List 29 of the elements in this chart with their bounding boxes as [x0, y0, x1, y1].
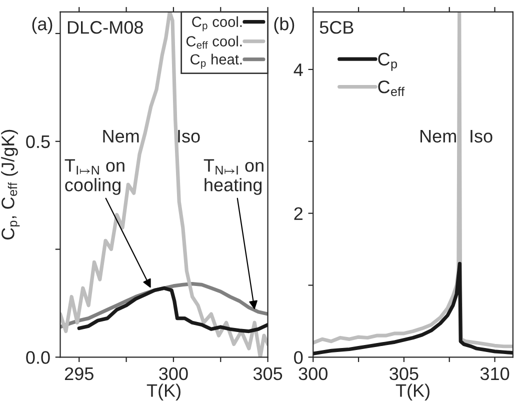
- annotation: Iso: [470, 130, 492, 143]
- y-tick-label: 4: [294, 64, 303, 76]
- x-axis-title: T(K): [146, 384, 180, 401]
- legend-label: C$_{eff}$: [378, 80, 405, 96]
- text: (a): [32, 17, 52, 34]
- legend-label: C$_{p}$ cool.: [192, 16, 242, 32]
- x-tick-label: 310: [480, 367, 510, 380]
- annotation: T$_{N↦I}$ on heating: [204, 159, 264, 195]
- x-tick-label: 295: [64, 367, 94, 380]
- annotation: Nem: [103, 130, 139, 143]
- annotation: Iso: [178, 130, 200, 143]
- y-tick-label: 0: [294, 351, 303, 364]
- x-tick-label: 300: [298, 367, 328, 380]
- y-tick-label: 0.5: [26, 135, 50, 148]
- legend-title: DLC-M08: [68, 21, 143, 34]
- legend-label: C$_{eff}$ cool.: [186, 36, 242, 49]
- y-tick-label: 0.0: [26, 351, 50, 364]
- y-axis-title: C$_{p}$, C$_{eff}$ (J/gK): [1, 130, 20, 240]
- x-tick-label: 300: [159, 367, 188, 380]
- y-tick-label: 2: [294, 207, 302, 220]
- legend-title: 5CB: [320, 21, 354, 34]
- x-tick-label: 305: [390, 367, 418, 380]
- legend-label: C$_{p}$: [378, 52, 397, 71]
- legend-label: C$_{p}$ heat.: [190, 54, 242, 69]
- text: (b): [274, 17, 294, 34]
- annotation: T$_{I↦N}$ on cooling: [64, 159, 124, 195]
- annotation: Nem: [420, 130, 456, 143]
- x-tick-label: 305: [253, 367, 282, 380]
- x-axis-title: T(K): [396, 384, 430, 401]
